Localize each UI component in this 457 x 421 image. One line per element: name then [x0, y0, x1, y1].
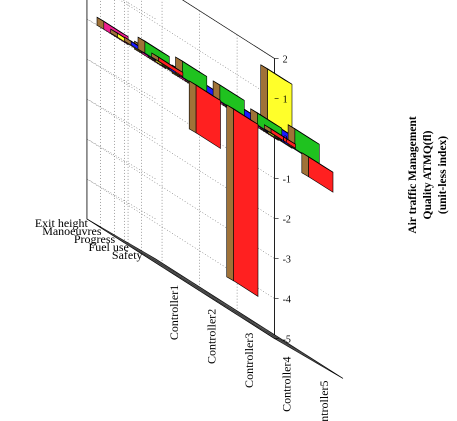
bar-safety-controller2 — [188, 80, 221, 150]
floor-gridline — [127, 242, 316, 363]
x-category-label: Controller5 — [317, 380, 331, 421]
bar-top-face — [175, 56, 207, 77]
z-tick-label: 2 — [283, 55, 288, 66]
bar-side-face — [188, 80, 197, 134]
x-category-label: Controller3 — [242, 333, 256, 388]
bar-safety-controller5 — [301, 152, 334, 193]
bar-top-face — [189, 80, 221, 101]
bar-top-face — [264, 124, 296, 145]
y-category-label: Manoeuvres — [42, 224, 102, 238]
bar-top-face — [212, 80, 245, 101]
z-axis-title: Air traffic Management — [407, 116, 419, 233]
z-axis-title: Quality ATMQ(fl) — [422, 130, 434, 219]
z-axis-title: (unit-less index) — [437, 136, 449, 214]
bar-top-face — [226, 104, 259, 125]
floor-gridline — [100, 226, 289, 347]
y-category-label: Fuel use — [89, 240, 129, 254]
chart-floor — [86, 218, 344, 379]
bar-front-face — [233, 108, 259, 297]
z-tick-label: -3 — [283, 255, 291, 266]
x-category-label: Controller2 — [205, 309, 219, 364]
z-tick-label: -5 — [283, 335, 291, 346]
bar-top-face — [260, 64, 293, 85]
bar-side-face — [226, 104, 234, 282]
bar-safety-controller3 — [226, 104, 259, 297]
z-tick-label: -2 — [283, 215, 291, 226]
y-category-label: Safety — [112, 248, 143, 262]
y-category-label: Progress — [74, 232, 116, 246]
chart-bars — [96, 16, 334, 297]
floor-gridline — [114, 234, 303, 355]
bar-top-face — [301, 152, 334, 173]
x-category-label: Controller4 — [280, 357, 294, 412]
bar-top-face — [250, 108, 282, 129]
bar-top-face — [137, 36, 170, 57]
bar-safety-controller4 — [263, 124, 296, 149]
z-tick-label: -1 — [283, 175, 291, 186]
y-category-label: Exit height — [35, 216, 89, 230]
bar-safety-controller1 — [151, 52, 184, 78]
bar-top-face — [96, 16, 129, 37]
bar-fuel-use-controller3 — [212, 80, 245, 117]
z-tick-label: 0 — [283, 135, 288, 146]
z-tick-label: 1 — [283, 95, 288, 106]
x-category-label: Controller1 — [167, 285, 181, 340]
z-tick-label: -4 — [283, 295, 291, 306]
bar-top-face — [287, 124, 320, 145]
bar-top-face — [151, 52, 184, 73]
bar-front-face — [308, 156, 334, 193]
floor-gridline — [141, 250, 330, 371]
chart-labels: 2 1 0 -1 -2 -3 -4 -5 Exit heightManoeuvresProgre… — [35, 55, 449, 421]
